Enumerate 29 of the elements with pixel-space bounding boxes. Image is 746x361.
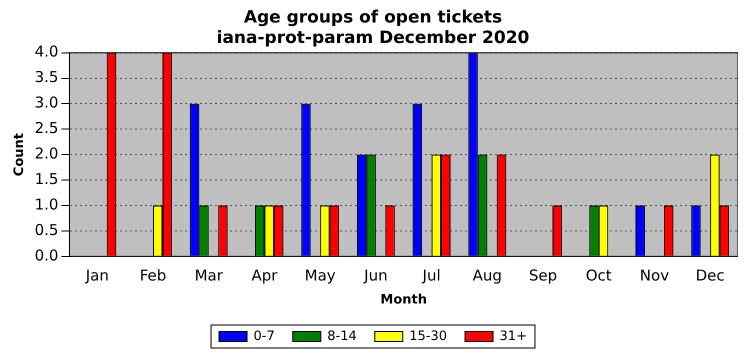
y-tick-label: 4.0 [34,42,58,61]
y-tick-label: 2.5 [34,119,58,138]
y-tick-label: 1.0 [34,195,58,214]
x-tick-label: Feb [140,266,166,284]
x-tick-label: Jan [84,266,109,284]
y-tick-label: 2.0 [34,144,58,162]
x-tick-label: May [304,266,336,284]
legend-label: 8-14 [327,328,357,344]
y-tick-label: 0.5 [34,220,58,239]
x-tick-label: Aug [472,266,502,284]
x-tick-label: Apr [251,266,278,284]
x-tick-label: Jul [422,266,441,284]
legend-label: 0-7 [254,328,275,344]
x-tick-label: Mar [194,266,224,284]
legend-label: 15-30 [409,328,448,344]
y-tick-label: 0.0 [34,246,58,264]
x-tick-label: Dec [696,266,725,284]
y-tick-label: 3.5 [34,68,58,86]
y-axis-title: Count [12,133,28,176]
x-tick-label: Jun [363,266,388,284]
x-tick-label: Oct [586,266,612,284]
chart-title: Age groups of open tickets [244,8,502,28]
chart-subtitle: iana-prot-param December 2020 [216,28,530,48]
x-axis-title: Month [380,292,428,308]
x-tick-label: Sep [528,266,558,284]
y-tick-label: 3.0 [34,94,58,112]
x-tick-label: Nov [640,266,670,284]
legend-label: 31+ [500,328,527,344]
y-tick-label: 1.5 [34,170,58,188]
